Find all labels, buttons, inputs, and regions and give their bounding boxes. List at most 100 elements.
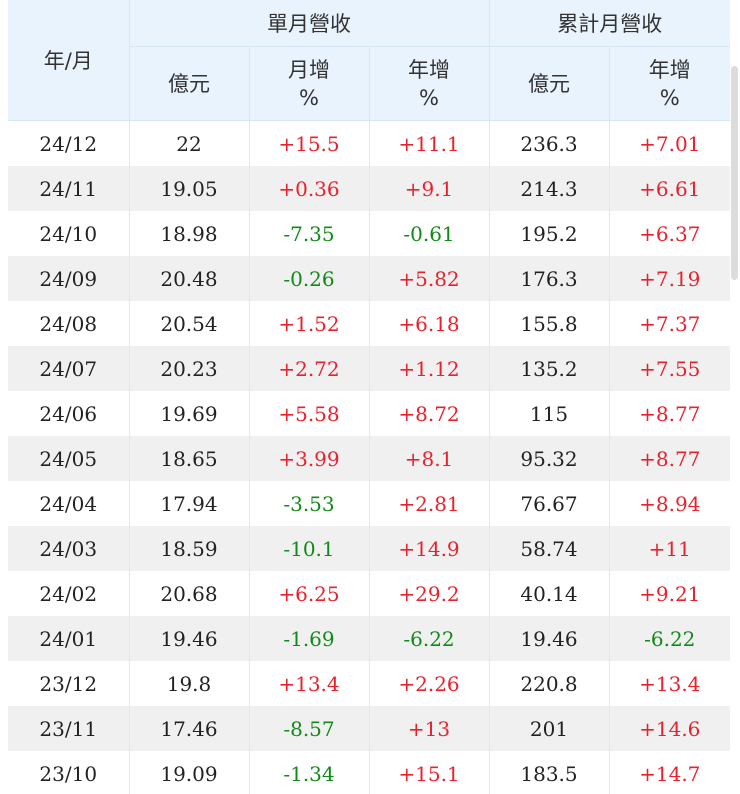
- cell-date: 24/06: [8, 391, 130, 436]
- cell-cumulative-yoy: -6.22: [609, 616, 730, 661]
- header-cumulative-value: 億元: [489, 46, 610, 121]
- header-monthly-value: 億元: [129, 46, 250, 121]
- cell-cumulative-yoy: +7.19: [609, 256, 730, 301]
- cell-monthly-value: 20.68: [129, 571, 250, 616]
- cell-monthly-value: 20.23: [129, 346, 250, 391]
- cell-monthly-yoy: +2.26: [369, 661, 490, 706]
- cell-cumulative-value: 95.32: [489, 436, 610, 481]
- table-row: 24/06 19.69 +5.58 +8.72 115 +8.77: [8, 391, 730, 436]
- table-row: 24/11 19.05 +0.36 +9.1 214.3 +6.61: [8, 166, 730, 211]
- cell-cumulative-value: 176.3: [489, 256, 610, 301]
- revenue-table-container[interactable]: 年/月 單月營收 累計月營收 億元 月增% 年增% 億元 年增% 24/12 22…: [8, 0, 730, 794]
- cell-cumulative-yoy: +6.61: [609, 166, 730, 211]
- table-row: 24/05 18.65 +3.99 +8.1 95.32 +8.77: [8, 436, 730, 481]
- cell-cumulative-yoy: +13.4: [609, 661, 730, 706]
- cell-monthly-yoy: +14.9: [369, 526, 490, 571]
- cell-monthly-yoy: +11.1: [369, 120, 490, 166]
- cell-date: 24/09: [8, 256, 130, 301]
- cell-date: 23/11: [8, 706, 130, 751]
- cell-cumulative-value: 183.5: [489, 751, 610, 794]
- cell-monthly-value: 19.69: [129, 391, 250, 436]
- cell-monthly-value: 19.09: [129, 751, 250, 794]
- header-monthly-revenue: 單月營收: [129, 0, 490, 47]
- cell-cumulative-value: 220.8: [489, 661, 610, 706]
- cell-monthly-yoy: +8.72: [369, 391, 490, 436]
- cell-cumulative-value: 115: [489, 391, 610, 436]
- cell-monthly-value: 19.46: [129, 616, 250, 661]
- header-monthly-yoy: 年增%: [369, 46, 490, 121]
- cell-monthly-mom: +0.36: [249, 166, 370, 211]
- cell-date: 24/05: [8, 436, 130, 481]
- cell-monthly-yoy: -0.61: [369, 211, 490, 256]
- cell-monthly-value: 18.59: [129, 526, 250, 571]
- cell-date: 23/12: [8, 661, 130, 706]
- cell-date: 24/01: [8, 616, 130, 661]
- cell-cumulative-value: 201: [489, 706, 610, 751]
- cell-monthly-mom: +6.25: [249, 571, 370, 616]
- cell-cumulative-value: 195.2: [489, 211, 610, 256]
- table-row: 24/12 22 +15.5 +11.1 236.3 +7.01: [8, 120, 730, 166]
- cell-cumulative-yoy: +8.94: [609, 481, 730, 526]
- cell-cumulative-value: 236.3: [489, 120, 610, 166]
- cell-date: 24/03: [8, 526, 130, 571]
- table-row: 24/09 20.48 -0.26 +5.82 176.3 +7.19: [8, 256, 730, 301]
- cell-date: 24/04: [8, 481, 130, 526]
- cell-cumulative-yoy: +8.77: [609, 391, 730, 436]
- table-row: 24/08 20.54 +1.52 +6.18 155.8 +7.37: [8, 301, 730, 346]
- cell-monthly-yoy: +5.82: [369, 256, 490, 301]
- cell-date: 24/02: [8, 571, 130, 616]
- cell-cumulative-yoy: +9.21: [609, 571, 730, 616]
- cell-cumulative-yoy: +7.37: [609, 301, 730, 346]
- table-row: 24/01 19.46 -1.69 -6.22 19.46 -6.22: [8, 616, 730, 661]
- cell-cumulative-value: 19.46: [489, 616, 610, 661]
- cell-cumulative-value: 155.8: [489, 301, 610, 346]
- cell-monthly-mom: -1.69: [249, 616, 370, 661]
- cell-monthly-mom: -1.34: [249, 751, 370, 794]
- cell-cumulative-value: 135.2: [489, 346, 610, 391]
- cell-monthly-value: 17.94: [129, 481, 250, 526]
- cell-monthly-mom: +13.4: [249, 661, 370, 706]
- cell-date: 24/08: [8, 301, 130, 346]
- cell-cumulative-yoy: +7.01: [609, 120, 730, 166]
- cell-monthly-value: 19.05: [129, 166, 250, 211]
- cell-cumulative-yoy: +11: [609, 526, 730, 571]
- cell-date: 24/07: [8, 346, 130, 391]
- cell-monthly-value: 20.54: [129, 301, 250, 346]
- header-monthly-mom: 月增%: [249, 46, 370, 121]
- cell-monthly-mom: +1.52: [249, 301, 370, 346]
- cell-date: 24/11: [8, 166, 130, 211]
- cell-monthly-mom: +15.5: [249, 120, 370, 166]
- cell-monthly-mom: +5.58: [249, 391, 370, 436]
- cell-monthly-yoy: +9.1: [369, 166, 490, 211]
- cell-monthly-mom: -8.57: [249, 706, 370, 751]
- cell-monthly-yoy: +1.12: [369, 346, 490, 391]
- monthly-revenue-table: 年/月 單月營收 累計月營收 億元 月增% 年增% 億元 年增% 24/12 22…: [8, 0, 730, 794]
- vertical-scrollbar[interactable]: [731, 66, 738, 280]
- cell-monthly-value: 18.98: [129, 211, 250, 256]
- header-monthly-mom-unit: %: [299, 85, 319, 110]
- cell-monthly-yoy: +15.1: [369, 751, 490, 794]
- cell-monthly-mom: -10.1: [249, 526, 370, 571]
- cell-cumulative-value: 40.14: [489, 571, 610, 616]
- cell-cumulative-value: 76.67: [489, 481, 610, 526]
- header-cumulative-yoy-unit: %: [659, 85, 680, 110]
- header-cumulative-yoy: 年增%: [609, 46, 730, 121]
- cell-cumulative-value: 214.3: [489, 166, 610, 211]
- table-row: 24/04 17.94 -3.53 +2.81 76.67 +8.94: [8, 481, 730, 526]
- header-date: 年/月: [8, 0, 130, 121]
- cell-monthly-mom: +2.72: [249, 346, 370, 391]
- table-row: 23/12 19.8 +13.4 +2.26 220.8 +13.4: [8, 661, 730, 706]
- table-row: 24/10 18.98 -7.35 -0.61 195.2 +6.37: [8, 211, 730, 256]
- cell-monthly-yoy: +29.2: [369, 571, 490, 616]
- cell-date: 24/12: [8, 120, 130, 166]
- table-row: 23/11 17.46 -8.57 +13 201 +14.6: [8, 706, 730, 751]
- table-row: 24/02 20.68 +6.25 +29.2 40.14 +9.21: [8, 571, 730, 616]
- cell-monthly-value: 18.65: [129, 436, 250, 481]
- cell-date: 24/10: [8, 211, 130, 256]
- header-cumulative-revenue: 累計月營收: [489, 0, 730, 47]
- cell-cumulative-yoy: +8.77: [609, 436, 730, 481]
- cell-monthly-mom: -3.53: [249, 481, 370, 526]
- table-body: 24/12 22 +15.5 +11.1 236.3 +7.01 24/11 19.05 +0.…: [8, 120, 730, 794]
- cell-cumulative-value: 58.74: [489, 526, 610, 571]
- cell-cumulative-yoy: +14.6: [609, 706, 730, 751]
